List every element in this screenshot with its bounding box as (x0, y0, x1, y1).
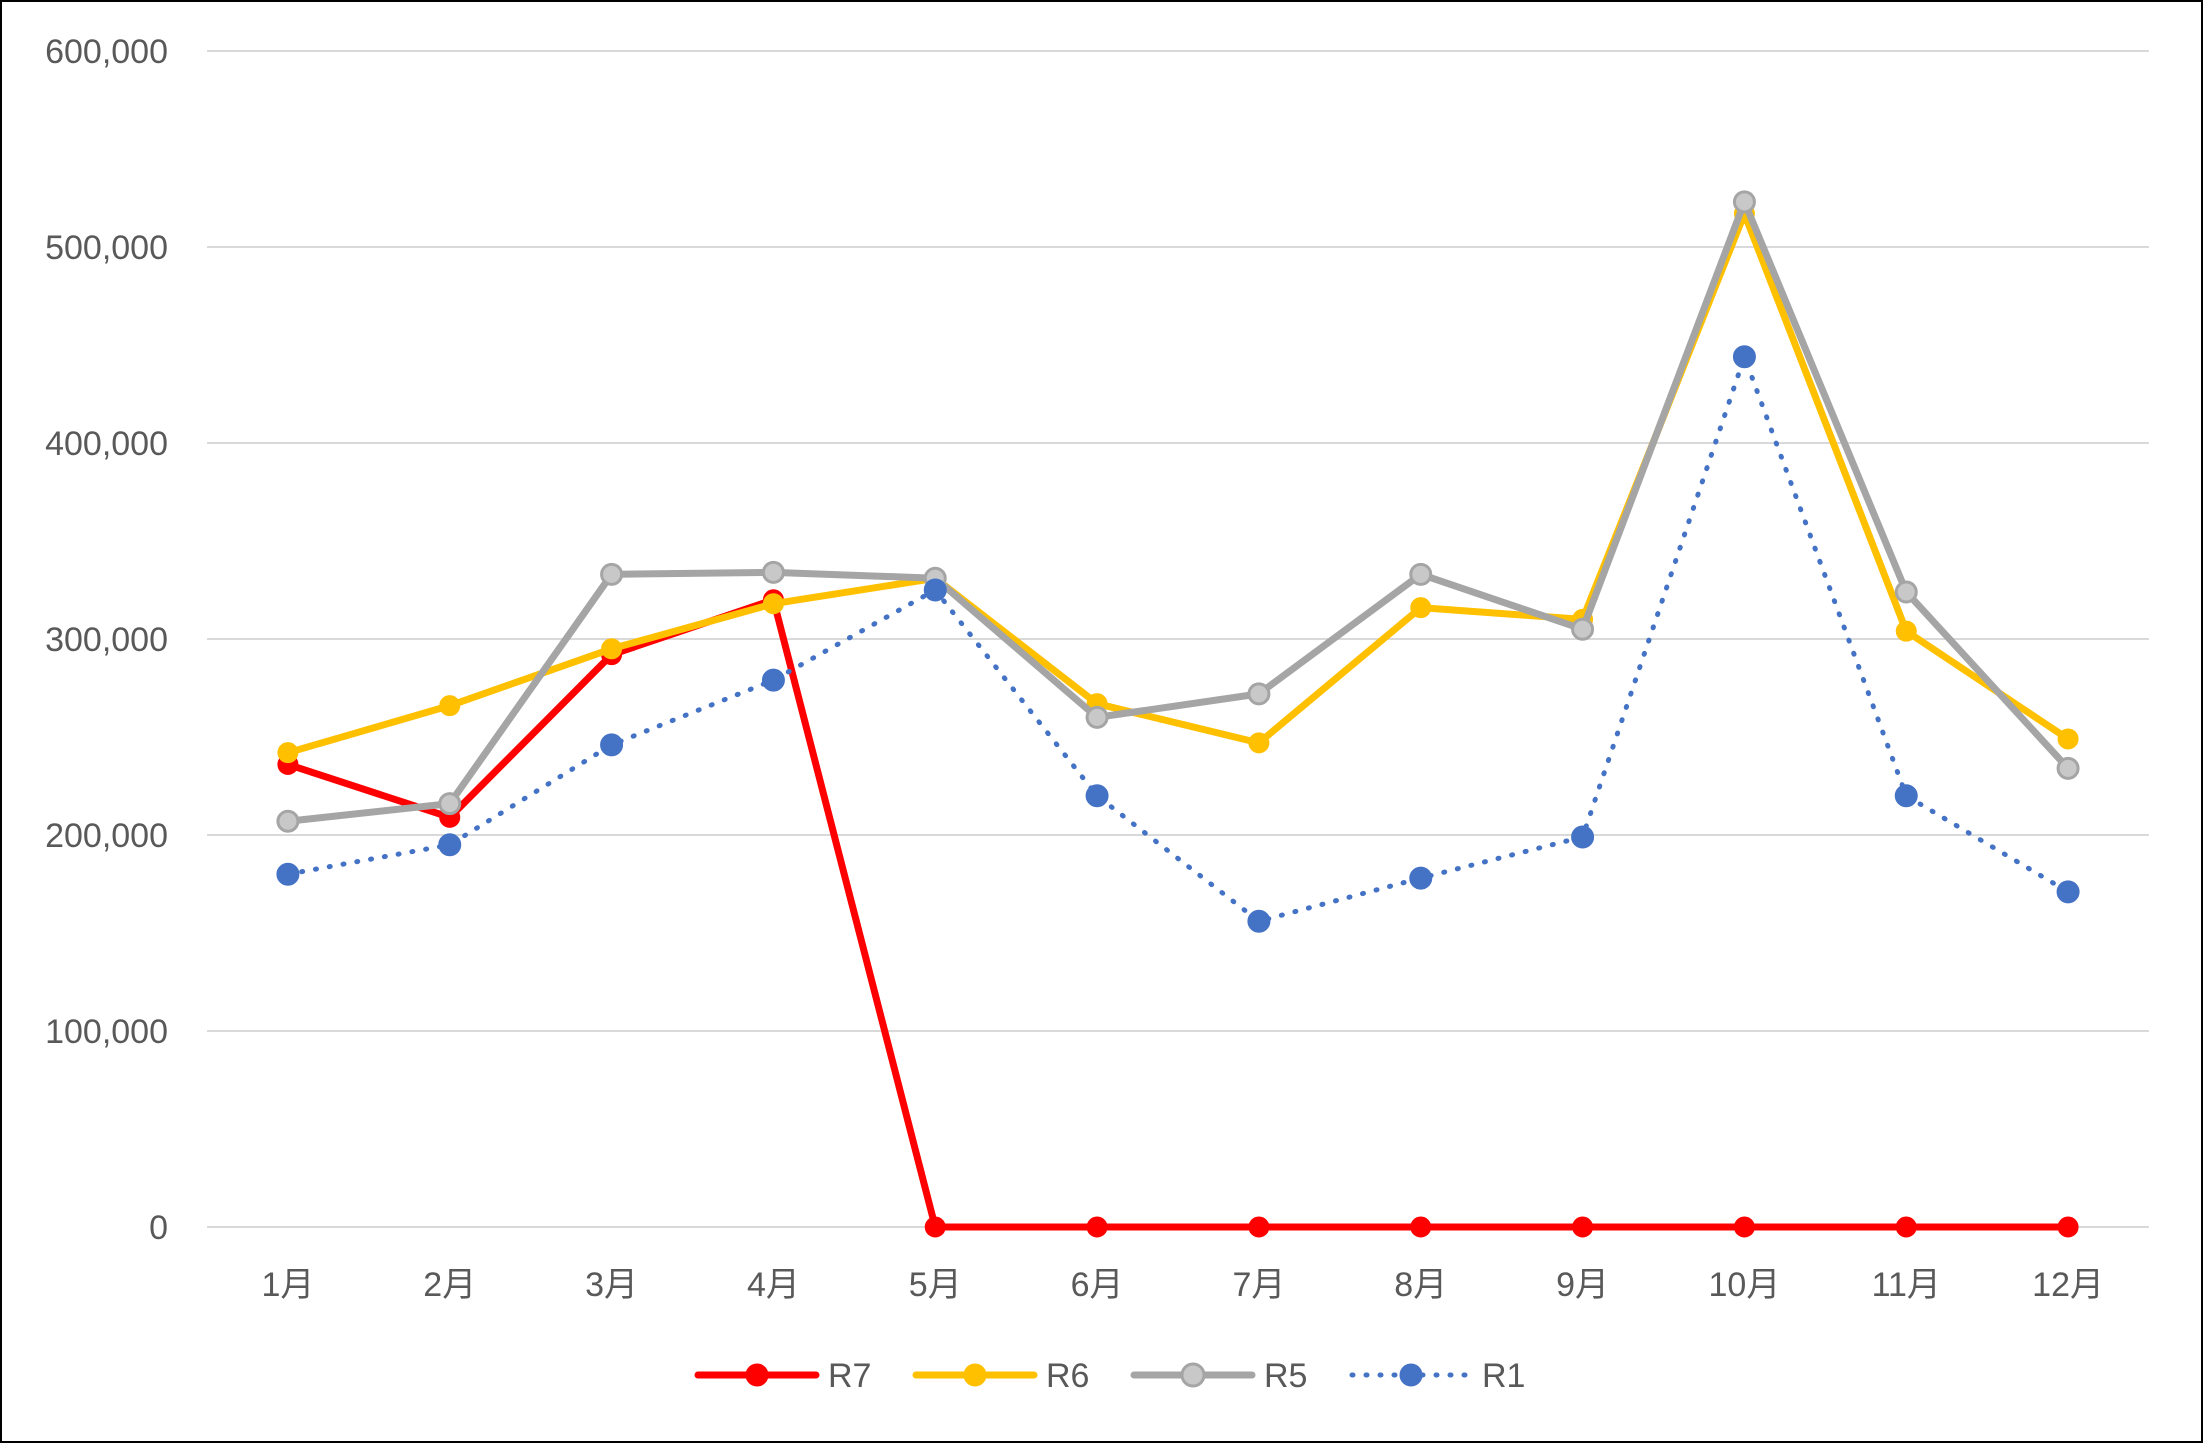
data-point (2056, 756, 2080, 780)
data-point (277, 742, 299, 764)
y-tick-label: 100,000 (45, 1013, 168, 1051)
y-tick-label: 200,000 (45, 817, 168, 855)
data-point (1895, 620, 1917, 642)
data-point (2056, 880, 2080, 904)
y-tick-label: 500,000 (45, 229, 168, 267)
data-point (761, 560, 785, 584)
data-point (1247, 682, 1271, 706)
legend-label: R5 (1264, 1357, 1307, 1395)
x-tick-label: 7月 (1232, 1266, 1285, 1304)
data-point (923, 578, 947, 602)
data-point (1572, 1216, 1594, 1238)
data-point (1895, 1216, 1917, 1238)
legend-label: R1 (1482, 1357, 1525, 1395)
x-tick-label: 6月 (1071, 1266, 1124, 1304)
series-r1 (276, 345, 2080, 933)
legend-swatch-marker (745, 1363, 769, 1387)
data-point (1733, 1216, 1755, 1238)
x-tick-label: 2月 (423, 1266, 476, 1304)
y-tick-label: 300,000 (45, 621, 168, 659)
series-line (285, 354, 2071, 924)
series-r7 (277, 589, 2079, 1238)
data-point (1086, 1216, 1108, 1238)
data-point (600, 733, 624, 757)
data-point (601, 638, 623, 660)
x-tick-label: 10月 (1709, 1266, 1781, 1304)
data-point (1247, 909, 1271, 933)
data-point (276, 862, 300, 886)
data-point (1571, 617, 1595, 641)
data-point (438, 833, 462, 857)
data-point (1732, 345, 1756, 369)
x-tick-label: 12月 (2032, 1266, 2104, 1304)
data-point (1085, 784, 1109, 808)
series-line (284, 198, 2072, 825)
data-point (761, 668, 785, 692)
legend-label: R6 (1046, 1357, 1089, 1395)
data-point (762, 593, 784, 615)
x-axis-ticks: 1月 2月 3月 4月 5月 6月 7月 8月 9月 10月 11月 12月 (261, 1266, 2104, 1304)
legend-item-r5: R5 (1130, 1357, 1307, 1395)
data-point (1571, 825, 1595, 849)
data-point (1409, 562, 1433, 586)
series-r6 (277, 203, 2079, 764)
data-point (2057, 1216, 2079, 1238)
data-point (1085, 705, 1109, 729)
data-point (1732, 190, 1756, 214)
y-tick-label: 400,000 (45, 425, 168, 463)
legend-label: R7 (828, 1357, 871, 1395)
data-point (1894, 784, 1918, 808)
x-tick-label: 11月 (1872, 1266, 1941, 1304)
legend-item-r7: R7 (694, 1357, 871, 1395)
data-point (439, 695, 461, 717)
x-tick-label: 4月 (747, 1266, 800, 1304)
series-r5 (276, 190, 2080, 833)
x-tick-label: 9月 (1556, 1266, 1609, 1304)
data-point (924, 1216, 946, 1238)
legend-item-r1: R1 (1349, 1357, 1525, 1395)
series-line (284, 596, 2072, 1231)
data-point (1410, 1216, 1432, 1238)
x-tick-label: 5月 (909, 1266, 962, 1304)
data-point (438, 792, 462, 816)
legend-item-r6: R6 (912, 1357, 1089, 1395)
y-tick-label: 0 (149, 1209, 168, 1247)
y-axis-ticks: 0 100,000 200,000 300,000 400,000 500,000 600,… (45, 33, 168, 1247)
data-point (1248, 732, 1270, 754)
data-point (1410, 597, 1432, 619)
gridlines (207, 50, 2149, 1228)
x-tick-label: 1月 (261, 1266, 314, 1304)
data-point (1894, 580, 1918, 604)
x-tick-label: 8月 (1394, 1266, 1447, 1304)
x-tick-label: 3月 (585, 1266, 638, 1304)
data-point (2057, 728, 2079, 750)
y-tick-label: 600,000 (45, 33, 168, 71)
legend-swatch-marker (963, 1363, 987, 1387)
series-lines (276, 190, 2080, 1238)
data-point (1409, 866, 1433, 890)
legend-swatch-marker (1180, 1362, 1206, 1388)
data-point (1248, 1216, 1270, 1238)
data-point (600, 562, 624, 586)
data-point (276, 809, 300, 833)
legend: R7 R6 R5 R1 (694, 1357, 1525, 1395)
legend-swatch-marker (1399, 1363, 1423, 1387)
series-line (284, 210, 2072, 757)
